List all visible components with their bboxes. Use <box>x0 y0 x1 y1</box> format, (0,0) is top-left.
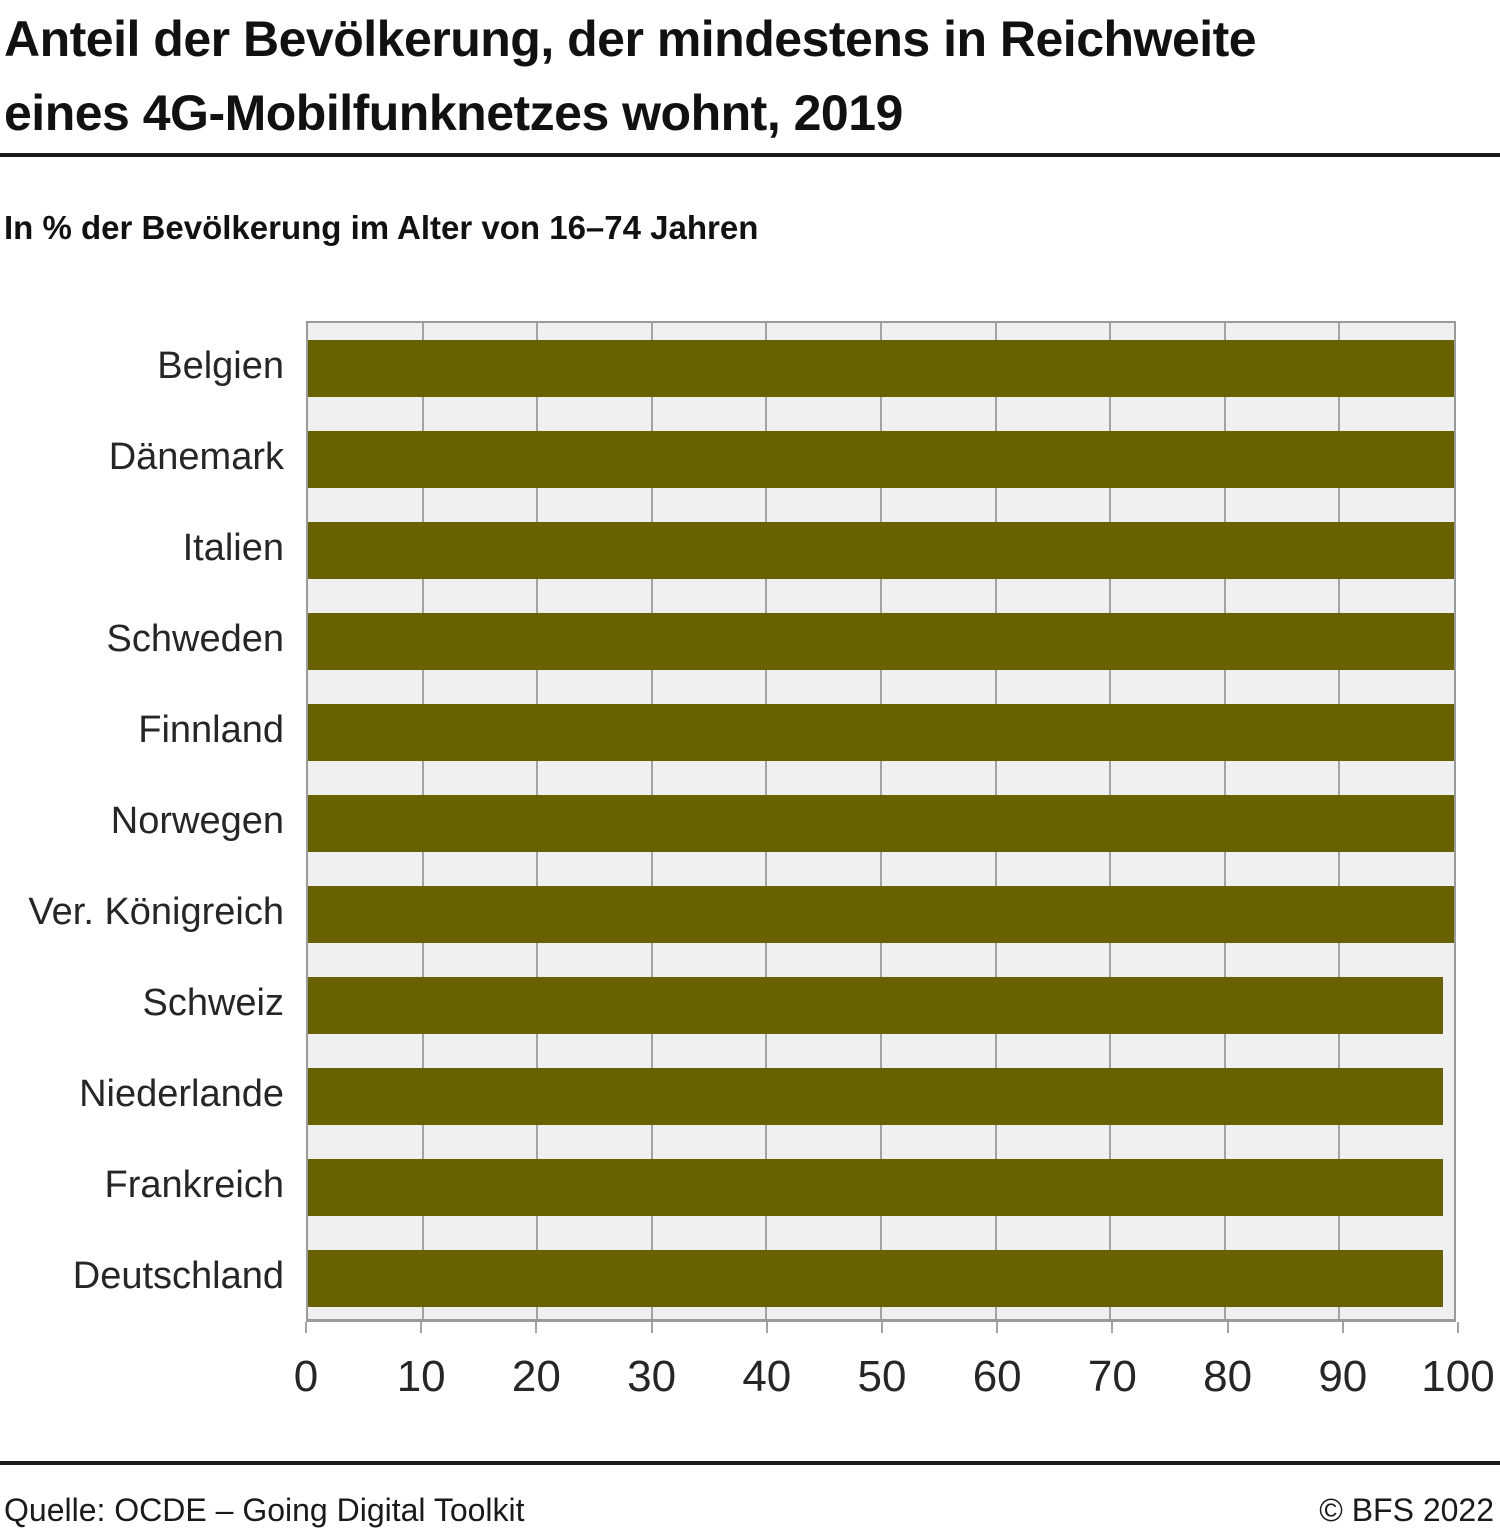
footer-divider <box>0 1461 1500 1465</box>
bar <box>308 1159 1443 1216</box>
bar-chart: Belgien Dänemark Italien Schweden Finnland No… <box>0 321 1500 1434</box>
category-label: Niederlande <box>79 1073 284 1115</box>
axis-tick <box>305 1322 307 1333</box>
bar-row <box>308 414 1454 505</box>
axis-tick <box>420 1322 423 1333</box>
axis-tick <box>881 1322 883 1333</box>
category-label: Frankreich <box>104 1164 285 1206</box>
category-label: Finnland <box>138 709 284 751</box>
bar <box>308 1250 1443 1307</box>
axis-tick <box>1226 1322 1229 1333</box>
category-axis: Belgien Dänemark Italien Schweden Finnland No… <box>0 321 306 1322</box>
bar <box>308 1068 1443 1125</box>
category-label: Italien <box>182 527 284 569</box>
axis-tick <box>1341 1322 1344 1333</box>
bar-row <box>308 323 1454 414</box>
category-label: Belgien <box>157 345 284 387</box>
bar-row <box>308 960 1454 1051</box>
x-tick-label: 70 <box>1087 1352 1137 1401</box>
x-tick-label: 80 <box>1203 1352 1253 1401</box>
x-tick-label: 50 <box>857 1352 907 1401</box>
x-tick-label: 100 <box>1421 1352 1495 1401</box>
category-label: Schweiz <box>142 982 285 1024</box>
title-divider <box>0 153 1500 157</box>
source-note: Quelle: OCDE – Going Digital Toolkit <box>4 1492 525 1528</box>
copyright-note: © BFS 2022 <box>1319 1492 1494 1528</box>
bar <box>308 522 1454 579</box>
page-title: Anteil der Bevölkerung, der mindestens i… <box>4 2 1494 150</box>
x-tick-label: 20 <box>511 1352 561 1401</box>
bar <box>308 977 1443 1034</box>
x-tick-label: 30 <box>627 1352 677 1401</box>
category-label: Deutschland <box>72 1255 284 1297</box>
x-tick-label: 10 <box>396 1352 446 1401</box>
bar-row <box>308 1142 1454 1233</box>
x-tick-label: 60 <box>972 1352 1022 1401</box>
plot-area <box>306 321 1456 1322</box>
bar-row <box>308 869 1454 960</box>
bar-row <box>308 1233 1454 1319</box>
axis-tick <box>1111 1322 1114 1333</box>
bar <box>308 340 1454 397</box>
bar-row <box>308 1051 1454 1142</box>
bar-row <box>308 596 1454 687</box>
page-title-line-1: Anteil der Bevölkerung, der mindestens i… <box>4 11 1257 67</box>
bar <box>308 795 1454 852</box>
category-label: Ver. Königreich <box>28 891 284 933</box>
axis-tick <box>765 1322 768 1333</box>
bar-row <box>308 687 1454 778</box>
axis-tick <box>996 1322 999 1333</box>
bar <box>308 886 1454 943</box>
x-tick-label: 40 <box>742 1352 792 1401</box>
category-label: Schweden <box>106 618 284 660</box>
category-label: Dänemark <box>108 436 284 478</box>
x-tick-label: 0 <box>293 1352 319 1401</box>
bar <box>308 613 1454 670</box>
category-label: Norwegen <box>110 800 284 842</box>
page-title-line-2: eines 4G-Mobilfunknetzes wohnt, 2019 <box>4 85 903 141</box>
bar <box>308 431 1454 488</box>
bar <box>308 704 1454 761</box>
x-tick-label: 90 <box>1318 1352 1368 1401</box>
axis-tick <box>650 1322 653 1333</box>
axis-tick <box>535 1322 538 1333</box>
axis-tick <box>1457 1322 1459 1333</box>
bar-row <box>308 505 1454 596</box>
bar-row <box>308 778 1454 869</box>
chart-subtitle: In % der Bevölkerung im Alter von 16–74 … <box>4 209 759 246</box>
value-axis: 0 10 20 30 40 50 60 70 80 90 100 <box>294 1322 1495 1434</box>
